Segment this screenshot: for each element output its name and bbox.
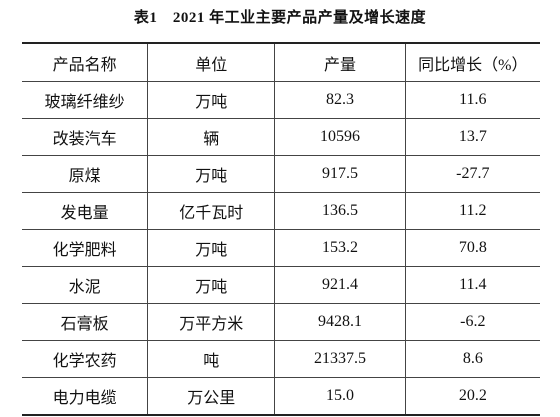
table-cell: 万吨 bbox=[147, 229, 275, 267]
header-row: 产品名称 单位 产量 同比增长（%） bbox=[22, 43, 540, 82]
table-cell: 万公里 bbox=[147, 377, 275, 416]
table-cell: 水泥 bbox=[22, 266, 148, 304]
table-cell: 11.6 bbox=[404, 81, 540, 119]
table-cell: 化学肥料 bbox=[22, 229, 148, 267]
table-row: 化学肥料 万吨 153.2 70.8 bbox=[22, 229, 540, 267]
table-cell: 辆 bbox=[147, 118, 275, 156]
table-row: 石膏板 万平方米 9428.1 -6.2 bbox=[22, 303, 540, 341]
table-cell: 70.8 bbox=[404, 229, 540, 267]
table-cell: -27.7 bbox=[404, 155, 540, 193]
data-table: 产品名称 单位 产量 同比增长（%） 玻璃纤维纱 万吨 82.3 11.6 改装汽车辆 1059… bbox=[22, 42, 540, 416]
table-cell: 吨 bbox=[147, 340, 275, 378]
table-cell: 921.4 bbox=[274, 266, 406, 304]
table-cell: 82.3 bbox=[274, 81, 406, 119]
table-row: 改装汽车辆 10596 13.7 bbox=[22, 118, 540, 156]
table-cell: 化学农药 bbox=[22, 340, 148, 378]
table-row: 化学农药吨 21337.5 8.6 bbox=[22, 340, 540, 378]
table-title: 表1 2021 年工业主要产品产量及增长速度 bbox=[133, 10, 427, 26]
table-cell: 21337.5 bbox=[274, 340, 406, 378]
header-cell: 单位 bbox=[147, 43, 275, 82]
table-cell: 136.5 bbox=[274, 192, 406, 230]
table-cell: 原煤 bbox=[22, 155, 148, 193]
table-cell: 石膏板 bbox=[22, 303, 148, 341]
table-cell: 11.2 bbox=[404, 192, 540, 230]
header-cell: 产品名称 bbox=[22, 43, 148, 82]
table-cell: 亿千瓦时 bbox=[147, 192, 275, 230]
table-row: 原煤 万吨 917.5 -27.7 bbox=[22, 155, 540, 193]
table-cell: 8.6 bbox=[404, 340, 540, 378]
table-cell: 万吨 bbox=[147, 81, 275, 119]
table-cell: 15.0 bbox=[274, 377, 406, 416]
table-cell: 万吨 bbox=[147, 155, 275, 193]
table-cell: 9428.1 bbox=[274, 303, 406, 341]
table-cell: 153.2 bbox=[274, 229, 406, 267]
table-cell: 10596 bbox=[274, 118, 406, 156]
table-row: 玻璃纤维纱 万吨 82.3 11.6 bbox=[22, 81, 540, 119]
table-cell: 20.2 bbox=[404, 377, 540, 416]
table-cell: 发电量 bbox=[22, 192, 148, 230]
table-cell: 13.7 bbox=[404, 118, 540, 156]
table-cell: 万吨 bbox=[147, 266, 275, 304]
header-cell: 同比增长（%） bbox=[404, 43, 540, 82]
table-cell: 改装汽车 bbox=[22, 118, 148, 156]
table-cell: 11.4 bbox=[404, 266, 540, 304]
table-cell: -6.2 bbox=[404, 303, 540, 341]
table-row: 发电量 亿千瓦时 136.5 11.2 bbox=[22, 192, 540, 230]
table-cell: 玻璃纤维纱 bbox=[22, 81, 148, 119]
table-cell: 917.5 bbox=[274, 155, 406, 193]
table-cell: 电力电缆 bbox=[22, 377, 148, 416]
table-body: 玻璃纤维纱 万吨 82.3 11.6 改装汽车辆 10596 13.7 原煤 万吨 917.5 -2… bbox=[22, 81, 540, 416]
table-row: 水泥 万吨 921.4 11.4 bbox=[22, 266, 540, 304]
table-row: 电力电缆 万公里 15.0 20.2 bbox=[22, 377, 540, 416]
table-cell: 万平方米 bbox=[147, 303, 275, 341]
header-cell: 产量 bbox=[274, 43, 406, 82]
